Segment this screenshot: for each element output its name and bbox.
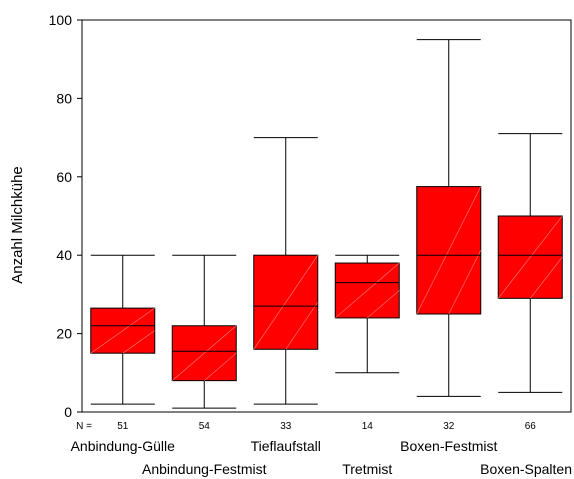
- n-prefix-label: N =: [76, 421, 92, 432]
- x-category-labels: Anbindung-Gülle Anbindung-Festmist Tieflau…: [71, 438, 572, 477]
- category-label: Anbindung-Gülle: [71, 438, 176, 454]
- category-label: Anbindung-Festmist: [142, 461, 267, 477]
- y-tick-label: 20: [56, 326, 72, 342]
- n-value: 32: [443, 421, 455, 432]
- y-tick-label: 0: [64, 404, 72, 420]
- box-diagonal: [122, 330, 155, 354]
- box-diagonal: [416, 186, 482, 315]
- box-diagonal: [448, 250, 482, 315]
- y-axis-label: Anzahl Milchkühe: [9, 166, 26, 284]
- box-diagonal: [335, 262, 400, 319]
- box-diagonal: [90, 307, 155, 354]
- box-diagonal: [530, 256, 563, 299]
- box-6: [497, 133, 563, 393]
- y-tick-label: 60: [56, 169, 72, 185]
- category-label: Boxen-Spalten: [480, 461, 572, 477]
- n-value: 51: [117, 421, 129, 432]
- box-4: [334, 254, 400, 374]
- y-tick-label: 40: [56, 247, 72, 263]
- box-3: [253, 137, 319, 405]
- boxes: [90, 39, 563, 409]
- category-label: Tretmist: [342, 461, 392, 477]
- box-diagonal: [172, 325, 237, 381]
- box-diagonal: [204, 352, 237, 381]
- n-row: N = 51 54 33 14 32 66: [76, 421, 536, 432]
- n-value: 33: [280, 421, 292, 432]
- box-diagonal: [367, 290, 400, 319]
- n-value: 14: [362, 421, 374, 432]
- box-5: [416, 39, 482, 397]
- box-1: [90, 254, 156, 405]
- category-label: Tieflaufstall: [251, 438, 321, 454]
- n-value: 54: [199, 421, 211, 432]
- plot-frame: [81, 19, 572, 413]
- box-2: [171, 254, 237, 409]
- box-diagonal: [253, 255, 318, 350]
- plot-area: [81, 19, 572, 413]
- y-tick-label: 100: [49, 12, 73, 28]
- box-diagonal: [285, 302, 318, 350]
- box-diagonal: [498, 215, 563, 299]
- category-label: Boxen-Festmist: [400, 438, 497, 454]
- n-value: 66: [525, 421, 537, 432]
- y-tick-label: 80: [56, 90, 72, 106]
- y-axis: 0 20 40 60 80 100: [49, 12, 82, 420]
